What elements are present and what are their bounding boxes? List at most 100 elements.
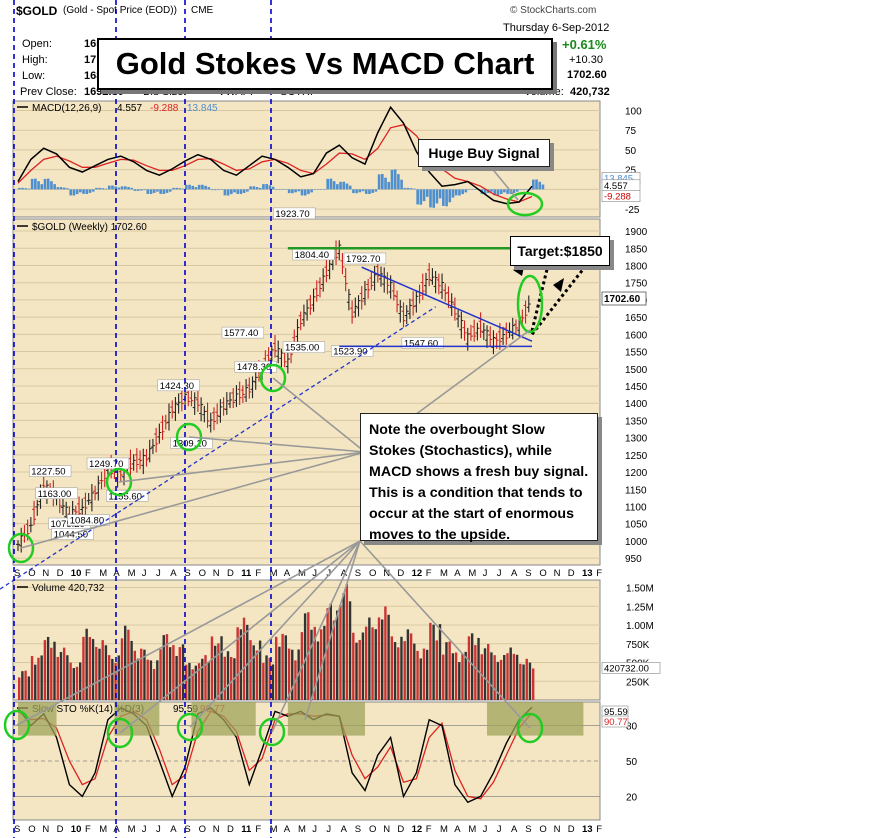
projection-arrow [530,267,585,336]
buy-signal-callout: Huge Buy Signal [418,139,550,167]
histogram-bar [374,189,378,192]
volume-bar [313,626,316,700]
histogram-bar [111,185,114,190]
volume-bar [255,650,259,700]
month-label-bottom: A [511,824,518,835]
price-tick-label: 1850 [625,244,648,255]
histogram-bar [525,189,529,190]
histogram-bar [467,189,471,190]
histogram-bar [75,189,79,195]
volume-bar [226,651,230,700]
histogram-bar [79,189,82,193]
volume-bar [194,665,198,700]
histogram-bar [503,189,506,193]
histogram-bar [181,188,185,190]
callout-pointer [304,540,361,721]
symbol: $GOLD [16,4,58,18]
volume-bar [448,641,451,700]
histogram-bar [130,187,134,190]
volume-bar [454,652,458,700]
histogram-bar [284,189,288,190]
volume-bar [342,593,345,700]
month-label-top: S [14,568,20,579]
histogram-bar [413,188,416,190]
high-label: High: [22,54,48,66]
price-legend: $GOLD (Weekly) 1702.60 [32,222,147,233]
volume-bar [429,622,432,700]
histogram-bar [88,189,92,193]
note-line: occur at the start of enormous [369,506,574,522]
histogram-bar [435,189,439,204]
histogram-bar [149,189,153,194]
price-label-box [35,487,78,500]
price-tick-label: 1450 [625,382,648,393]
volume-bar [303,613,307,700]
month-label-top: J [156,568,161,579]
histogram-bar [53,184,56,190]
volume-bar [519,663,522,700]
histogram-bar [371,189,374,193]
price-tick-label: 1600 [625,330,648,341]
callout-pointer [16,540,361,726]
highlight-circle [516,712,544,744]
highlight-circle [259,363,287,393]
histogram-bar [377,174,381,190]
arrow-head [553,278,564,292]
month-label-top: O [28,568,35,579]
price-label: 1424.30 [160,381,194,392]
high-value: 17 [84,54,97,66]
stochastics-value-box [601,715,629,728]
volume-bar [66,655,69,700]
volume-bar [352,632,355,700]
histogram-bar [429,189,432,208]
volume-bar [467,636,471,700]
volume-bar [284,635,287,700]
price-tick-label: 1150 [625,485,647,496]
volume-bar [262,662,265,700]
month-label-top: N [42,568,49,579]
stochastics-value-label: 95.59 [604,707,628,718]
volume-bar [46,636,50,700]
histogram-bar [56,187,60,190]
histogram-bar [425,189,429,197]
month-label-top: N [213,568,220,579]
volume-bar [377,617,381,700]
volume-bar [438,624,442,700]
volume-bar [339,605,342,700]
volume-bar [178,647,181,700]
month-label-top: O [539,568,546,579]
volume-bar [416,650,419,700]
histogram-bar [496,189,500,196]
volume-bar [281,633,284,700]
month-label-bottom: O [369,824,376,835]
histogram-bar [323,189,326,190]
histogram-bar [185,184,188,190]
histogram-bar [519,189,522,190]
histogram-bar [194,187,198,190]
price-tick-label: 1000 [625,537,648,548]
last-price-box [601,291,647,306]
volume-bar [159,649,162,700]
month-label-bottom: O [28,824,35,835]
change-value: +10.30 [569,54,603,66]
price-tick-label: 1550 [625,348,648,359]
histogram-bar [512,189,516,193]
highlight-circle [506,191,544,217]
stochastics-tick-label: 20 [626,792,638,803]
volume-bar [480,654,483,700]
histogram-bar [278,189,281,190]
histogram-bar [329,178,333,190]
volume-bar [149,660,153,700]
month-label-top: A [454,568,461,579]
histogram-bar [291,189,294,194]
callout-pointer [359,540,531,729]
histogram-bar [352,189,355,194]
percent-k-line [17,706,533,804]
volume-bar [393,642,397,700]
histogram-bar [361,189,365,192]
month-label-top: F [596,568,602,579]
volume-bar [528,662,532,700]
volume-bar [490,652,493,700]
month-label-bottom: S [184,824,190,835]
volume-bar [30,656,34,700]
